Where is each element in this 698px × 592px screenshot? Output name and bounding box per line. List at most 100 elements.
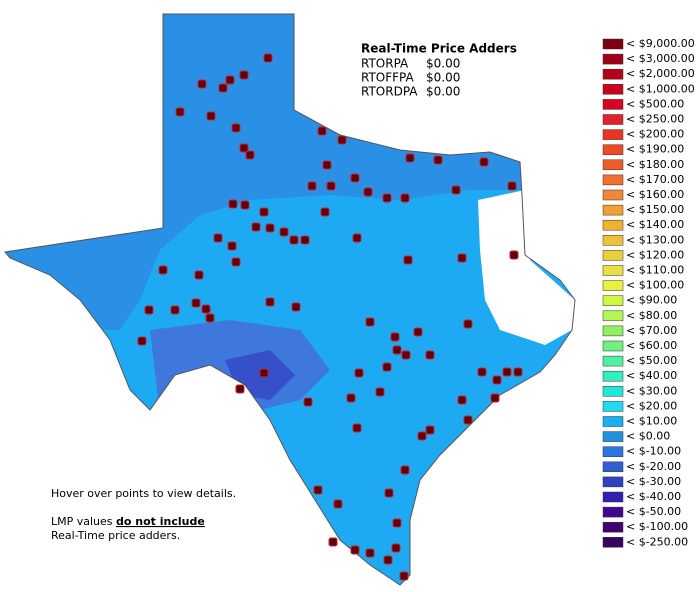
price-point[interactable] [509,250,519,260]
price-point[interactable] [225,75,235,85]
price-point[interactable] [194,270,204,280]
price-point[interactable] [235,384,245,394]
price-point[interactable] [239,70,249,80]
price-point[interactable] [313,485,323,495]
price-point[interactable] [352,233,362,243]
legend-label: < $110.00 [626,264,684,277]
price-point[interactable] [350,173,360,183]
price-point[interactable] [251,222,261,232]
legend-label: < $40.00 [626,369,677,382]
legend-label: < $160.00 [626,188,684,201]
legend-swatch [602,235,624,246]
price-point[interactable] [400,465,410,475]
price-point[interactable] [218,83,228,93]
notes: Hover over points to view details. LMP v… [51,487,236,542]
price-point[interactable] [392,518,402,528]
price-point[interactable] [197,79,207,89]
price-point[interactable] [363,187,373,197]
price-point[interactable] [502,367,512,377]
price-point[interactable] [291,302,301,312]
legend-label: < $180.00 [626,158,684,171]
legend-swatch [602,355,624,367]
price-point[interactable] [170,305,180,315]
price-point[interactable] [239,143,249,153]
texas-outline [4,13,576,586]
price-point[interactable] [307,181,317,191]
price-point[interactable] [365,548,375,558]
price-point[interactable] [322,160,332,170]
price-point[interactable] [507,181,517,191]
price-point[interactable] [240,200,250,210]
price-point[interactable] [492,375,502,385]
price-point[interactable] [300,235,310,245]
price-point[interactable] [382,193,392,203]
legend-label: < $200.00 [626,128,684,141]
price-point[interactable] [227,241,237,251]
price-point[interactable] [175,107,185,117]
price-point[interactable] [158,265,168,275]
price-point[interactable] [317,126,327,136]
price-point[interactable] [463,415,473,425]
price-point[interactable] [137,336,147,346]
price-point[interactable] [231,257,241,267]
price-point[interactable] [320,207,330,217]
price-point[interactable] [352,423,362,433]
price-point[interactable] [279,227,289,237]
price-point[interactable] [303,397,313,407]
price-point[interactable] [403,255,413,265]
price-point[interactable] [383,555,393,565]
price-point[interactable] [263,53,273,63]
price-point[interactable] [265,223,275,233]
price-point[interactable] [457,395,467,405]
price-point[interactable] [375,387,385,397]
price-point[interactable] [346,393,356,403]
legend-swatch [602,189,624,201]
price-point[interactable] [400,193,410,203]
price-point[interactable] [245,150,255,160]
price-point[interactable] [401,350,411,360]
price-point[interactable] [417,431,427,441]
legend-label: < $3,000.00 [626,52,695,65]
price-point[interactable] [399,571,409,581]
price-point[interactable] [259,207,269,217]
price-point[interactable] [328,537,338,547]
price-point[interactable] [205,313,215,323]
price-point[interactable] [457,253,467,263]
price-point[interactable] [201,304,211,314]
price-point[interactable] [405,153,415,163]
price-point[interactable] [390,332,400,342]
price-point[interactable] [513,367,523,377]
price-point[interactable] [326,181,336,191]
price-point[interactable] [413,327,423,337]
price-point[interactable] [191,298,201,308]
price-point[interactable] [337,135,347,145]
price-point[interactable] [213,233,223,243]
price-point[interactable] [265,297,275,307]
price-point[interactable] [350,545,360,555]
price-point[interactable] [206,111,216,121]
price-point[interactable] [425,425,435,435]
price-point[interactable] [259,368,269,378]
price-point[interactable] [228,199,238,209]
price-point[interactable] [392,345,402,355]
adder-value: $0.00 [426,57,460,71]
legend-label: < $10.00 [626,415,677,428]
price-point[interactable] [384,488,394,498]
price-point[interactable] [451,185,461,195]
price-point[interactable] [144,305,154,315]
legend-swatch [602,537,624,548]
price-point[interactable] [365,317,375,327]
price-point[interactable] [354,368,364,378]
price-point[interactable] [333,499,343,509]
price-point[interactable] [477,367,487,377]
price-point[interactable] [425,350,435,360]
price-point[interactable] [231,123,241,133]
price-point[interactable] [479,157,489,167]
price-point[interactable] [490,393,500,403]
price-point[interactable] [382,362,392,372]
price-point[interactable] [289,235,299,245]
price-point[interactable] [433,155,443,165]
price-point[interactable] [463,319,473,329]
price-point[interactable] [391,543,401,553]
